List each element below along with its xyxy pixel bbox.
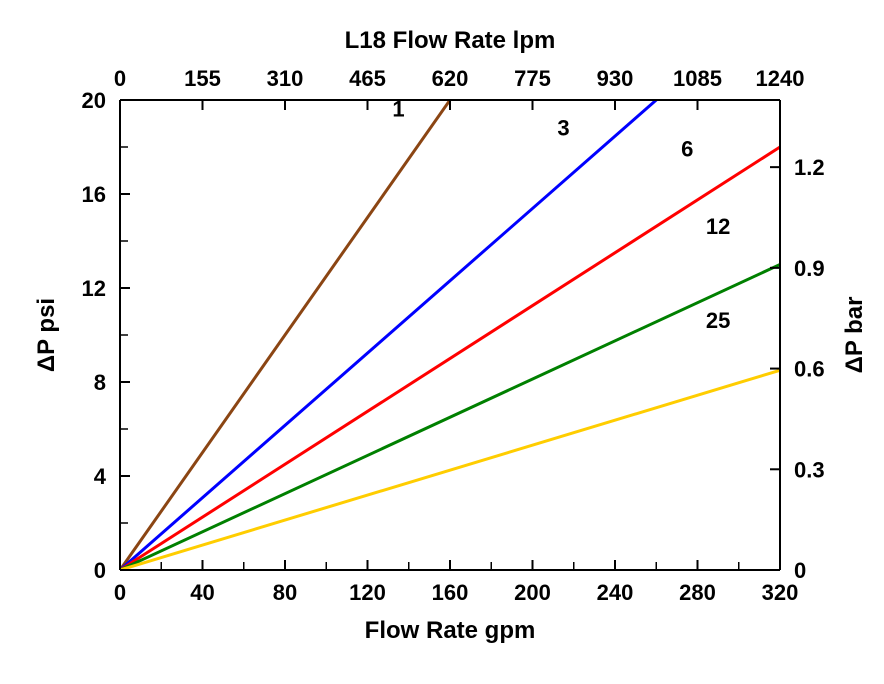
y-left-axis-label: ΔP psi [33,298,60,372]
y-right-tick-label: 0.3 [794,457,825,482]
y-right-tick-label: 1.2 [794,155,825,180]
x-tick-label: 40 [190,580,214,605]
y-tick-label: 8 [94,370,106,395]
y-tick-label: 12 [82,276,106,301]
series-label-25: 25 [706,308,730,333]
x-top-tick-label: 0 [114,66,126,91]
series-label-1: 1 [392,96,404,121]
x-tick-label: 280 [679,580,716,605]
x-tick-label: 120 [349,580,386,605]
x-top-tick-label: 775 [514,66,551,91]
x-top-tick-label: 1240 [756,66,805,91]
y-tick-label: 0 [94,558,106,583]
x-top-tick-label: 155 [184,66,221,91]
y-tick-label: 16 [82,182,106,207]
x-top-tick-label: 930 [597,66,634,91]
x-tick-label: 160 [432,580,469,605]
series-label-12: 12 [706,214,730,239]
y-right-tick-label: 0.6 [794,357,825,382]
x-tick-label: 200 [514,580,551,605]
x-axis-label: Flow Rate gpm [365,617,536,644]
y-tick-label: 20 [82,88,106,113]
x-top-tick-label: 310 [267,66,304,91]
y-tick-label: 4 [94,464,107,489]
x-top-tick-label: 1085 [673,66,722,91]
x-top-tick-label: 620 [432,66,469,91]
x-tick-label: 320 [762,580,799,605]
x-top-tick-label: 465 [349,66,386,91]
y-right-tick-label: 0 [794,558,806,583]
x-tick-label: 80 [273,580,297,605]
chart-container: 0408012016020024028032001553104656207759… [0,0,884,684]
line-chart: 0408012016020024028032001553104656207759… [0,0,884,684]
series-label-3: 3 [557,115,569,140]
y-right-tick-label: 0.9 [794,256,825,281]
x-top-axis-label: L18 Flow Rate lpm [345,27,556,54]
series-label-6: 6 [681,136,693,161]
x-tick-label: 240 [597,580,634,605]
x-tick-label: 0 [114,580,126,605]
y-right-axis-label: ΔP bar [841,297,868,374]
